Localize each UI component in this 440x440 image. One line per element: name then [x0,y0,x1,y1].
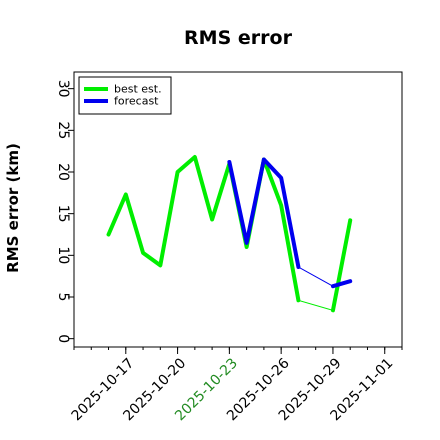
series-line-best-est- [330,218,353,313]
y-tick-label: 0 [55,334,71,343]
legend-label: forecast [114,95,159,108]
series-line-forecast [227,157,301,269]
y-tick-label: 25 [55,121,71,139]
series-line-forecast [330,279,353,289]
y-tick-label: 15 [55,205,71,223]
y-tick-label: 30 [55,80,71,98]
series-line-best-est- [106,155,301,303]
y-tick-label: 5 [55,293,71,302]
plot-frame [73,71,403,348]
chart-title: RMS error [184,27,293,49]
y-tick-label: 10 [55,246,71,264]
legend-label: best est. [114,83,162,96]
y-axis-label: RMS error (km) [4,143,22,273]
legend-box [78,76,172,115]
y-tick-label: 20 [55,163,71,181]
